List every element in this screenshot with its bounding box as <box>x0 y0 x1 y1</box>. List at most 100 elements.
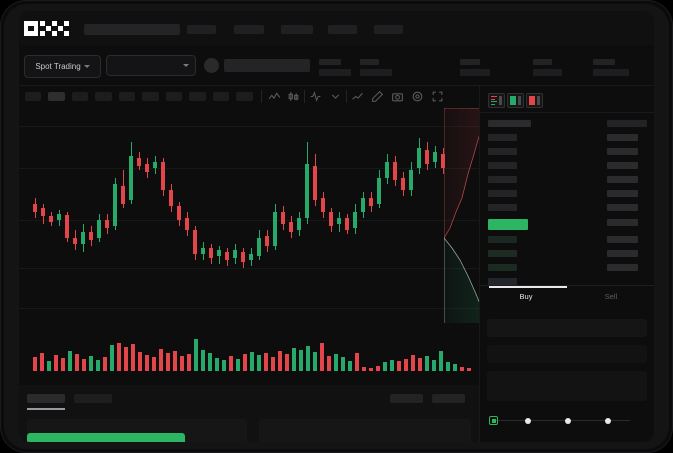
candle-body <box>121 186 125 204</box>
timeframe-button-6[interactable] <box>142 92 159 101</box>
trading-pair-select[interactable] <box>106 55 196 76</box>
order-total-field[interactable] <box>487 371 647 401</box>
order-amount-field[interactable] <box>487 345 647 363</box>
orderbook-ask-row[interactable] <box>488 162 517 169</box>
camera-icon[interactable] <box>391 90 404 103</box>
volume-bar <box>68 351 72 371</box>
nav-item-3[interactable] <box>281 25 313 34</box>
volume-bar <box>250 352 254 371</box>
orderbook-bid-row[interactable] <box>488 264 517 271</box>
trend-line-icon[interactable] <box>351 90 364 103</box>
stepper-step-1-current[interactable] <box>489 416 498 425</box>
timeframe-button-1[interactable] <box>25 92 41 101</box>
settings-icon[interactable] <box>411 90 424 103</box>
timeframe-button-2[interactable] <box>48 92 65 101</box>
market-stat-2 <box>360 59 392 76</box>
search-input[interactable] <box>84 24 180 35</box>
volume-bar <box>292 348 296 371</box>
candle-body <box>57 214 61 220</box>
toolbar-divider-3 <box>346 90 347 103</box>
orderbook-bids-icon[interactable] <box>507 93 524 108</box>
timeframe-button-3[interactable] <box>72 92 88 101</box>
bottom-tab-2[interactable] <box>74 394 112 403</box>
candle-body <box>89 232 93 240</box>
stepper-step-3[interactable] <box>565 417 571 424</box>
orderbook-bid-row[interactable] <box>488 236 517 243</box>
stepper-step-2[interactable] <box>525 417 531 424</box>
candle-body <box>353 212 357 228</box>
nav-item-5[interactable] <box>374 25 403 34</box>
last-price-value <box>224 59 310 72</box>
orderbook-size-cell <box>607 264 638 271</box>
volume-bar <box>47 361 51 371</box>
candle-body <box>81 232 85 244</box>
timeframe-button-7[interactable] <box>166 92 182 101</box>
candlestick-icon[interactable] <box>287 90 300 103</box>
orderbook-bid-row[interactable] <box>488 278 517 285</box>
active-tab-underline <box>489 286 567 288</box>
orderbook-ask-row[interactable] <box>488 134 517 141</box>
orderbook-divider <box>480 112 654 113</box>
volume-bar <box>460 367 464 371</box>
timeframe-button-4[interactable] <box>95 92 112 101</box>
orderbook-asks-icon[interactable] <box>526 93 543 108</box>
volume-bar <box>467 368 471 371</box>
candle-body <box>193 230 197 254</box>
order-price-field[interactable] <box>487 319 647 337</box>
candle-body <box>417 148 421 168</box>
market-stat-5 <box>593 59 629 76</box>
line-chart-icon[interactable] <box>268 90 281 103</box>
indicator-icon[interactable] <box>309 90 322 103</box>
toolbar-divider <box>261 90 262 103</box>
orderbook-bid-row[interactable] <box>488 250 517 257</box>
candle-body <box>241 252 245 262</box>
volume-bar <box>124 347 128 371</box>
volume-bar <box>271 357 275 371</box>
nav-item-1[interactable] <box>187 25 216 34</box>
timeframe-button-5[interactable] <box>119 92 135 101</box>
orderbook-column-header-price <box>488 120 531 127</box>
candle-body <box>129 156 133 200</box>
timeframe-button-8[interactable] <box>189 92 206 101</box>
tab-sell[interactable]: Sell <box>604 292 618 301</box>
nav-item-2[interactable] <box>234 25 264 34</box>
candle-body <box>161 162 165 190</box>
bottom-card-2[interactable] <box>259 419 471 442</box>
volume-bar <box>40 353 44 371</box>
candle-body <box>441 154 445 168</box>
volume-bar <box>376 366 380 371</box>
orderbook-ask-row[interactable] <box>488 176 517 183</box>
nav-item-4[interactable] <box>328 25 357 34</box>
volume-bar <box>341 357 345 371</box>
fullscreen-icon[interactable] <box>431 90 444 103</box>
price-chart[interactable] <box>19 108 479 323</box>
okx-logo[interactable] <box>24 21 70 36</box>
candle-body <box>329 212 333 226</box>
chevron-down-icon[interactable] <box>329 90 342 103</box>
bottom-action-2[interactable] <box>432 394 465 403</box>
trading-mode-button[interactable]: Spot Trading <box>24 55 101 78</box>
tab-buy[interactable]: Buy <box>519 292 533 301</box>
bottom-tab-1[interactable] <box>27 394 65 403</box>
orderbook-ask-row[interactable] <box>488 190 517 197</box>
volume-bar <box>33 357 37 371</box>
volume-bar <box>243 354 247 371</box>
orderbook-ask-row[interactable] <box>488 148 517 155</box>
orderbook-ask-row[interactable] <box>488 204 517 211</box>
stepper-step-4[interactable] <box>605 417 611 424</box>
bottom-action-1[interactable] <box>390 394 423 403</box>
candle-body <box>433 152 437 162</box>
volume-bar <box>397 361 401 371</box>
submit-order-button[interactable] <box>27 433 185 442</box>
candle-body <box>249 254 253 260</box>
market-stat-1 <box>319 59 351 76</box>
volume-bar <box>103 357 107 371</box>
volume-bar <box>187 354 191 371</box>
timeframe-button-10[interactable] <box>236 92 253 101</box>
candle-body <box>105 220 109 228</box>
orderbook-both-icon[interactable] <box>488 93 505 108</box>
timeframe-button-9[interactable] <box>213 92 229 101</box>
candle-body <box>153 162 157 168</box>
pencil-icon[interactable] <box>371 90 384 103</box>
volume-bar <box>453 364 457 371</box>
